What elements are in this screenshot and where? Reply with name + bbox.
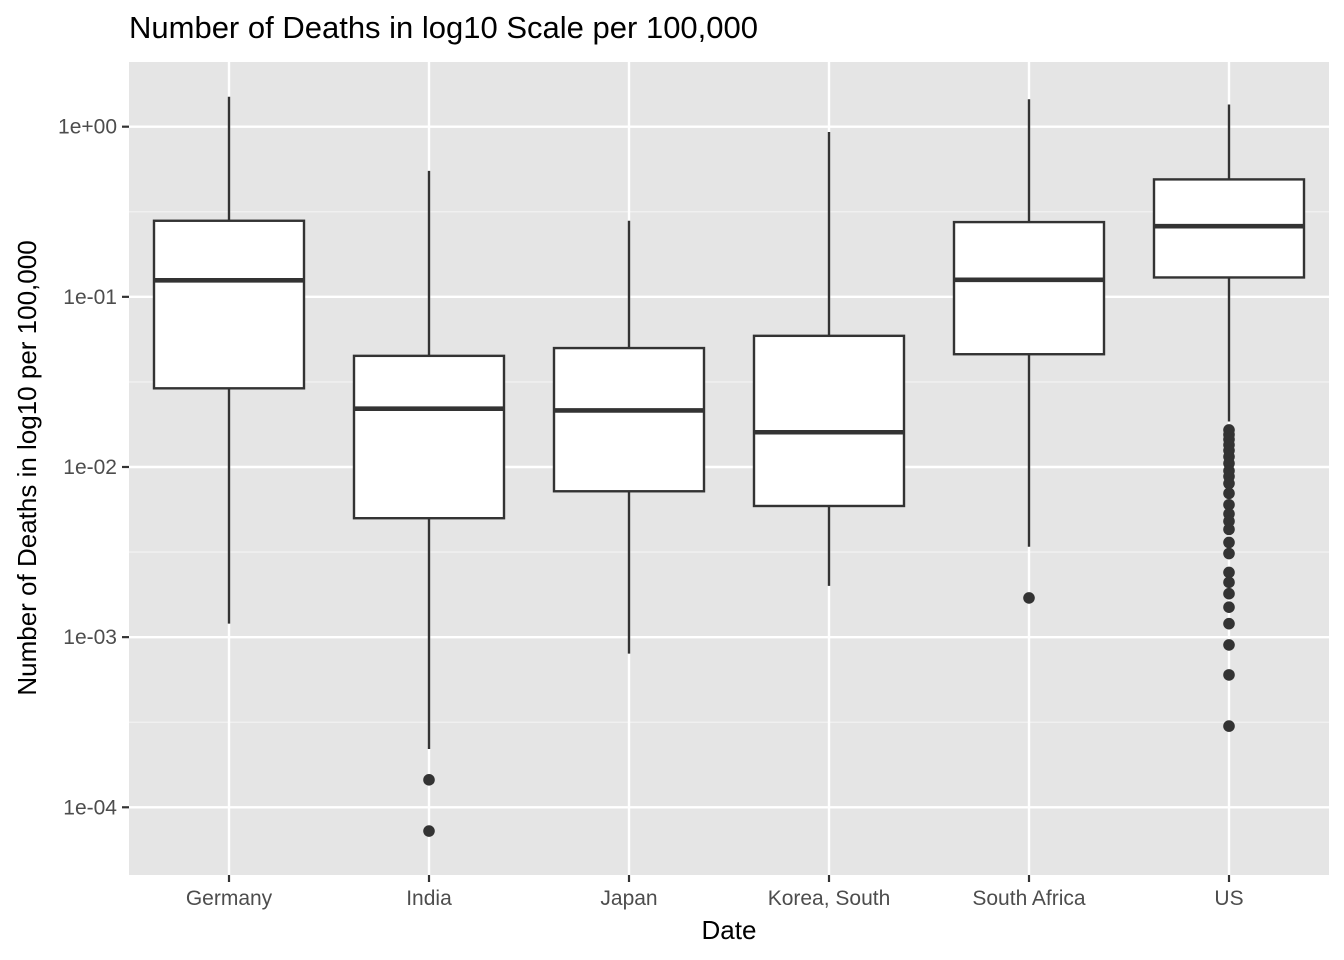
outlier-point [423,774,435,786]
box-germany [152,96,306,624]
outlier-point [1223,566,1235,579]
box-korea-south [752,132,906,586]
boxes-group [152,96,1306,837]
y-axis: 1e+00 1e-01 1e-02 1e-03 1e-04 [58,116,129,819]
outlier-point [423,825,435,837]
outlier-point [1223,536,1235,549]
outlier-point [1223,720,1235,732]
minor-gridlines [129,211,1329,723]
x-tick-label: Japan [600,887,657,910]
iqr-box [552,346,706,493]
outlier-point [1223,523,1235,536]
iqr-box [752,334,906,508]
y-tick-label: 1e-04 [63,796,117,819]
y-tick-label: 1e-03 [63,626,117,649]
iqr-box [952,220,1106,356]
x-tick-label: Germany [186,887,273,910]
x-tick-label: India [406,887,452,910]
y-tick-label: 1e-02 [63,456,117,479]
outlier-point [1223,669,1235,681]
box-south-africa [952,99,1106,604]
outlier-point [1023,592,1035,604]
y-tick-label: 1e+00 [58,116,117,139]
outlier-point [1223,601,1235,613]
x-axis: Germany India Japan Korea, South South Afric… [186,875,1244,910]
y-axis-title: Number of Deaths in log10 per 100,000 [12,240,42,695]
outlier-point [1223,515,1235,528]
x-tick-label: South Africa [972,887,1086,910]
outlier-point [1223,576,1235,589]
chart-title: Number of Deaths in log10 Scale per 100,… [129,10,758,45]
outlier-point [1223,498,1235,511]
x-tick-label: US [1214,887,1243,910]
box-us [1152,104,1306,732]
plot-panel [129,62,1329,875]
outlier-point [1223,617,1235,630]
outlier-point [1223,587,1235,600]
outlier-point [1223,487,1235,500]
x-axis-title: Date [702,915,757,945]
outlier-point [1223,477,1235,490]
y-tick-label: 1e-01 [63,286,117,309]
iqr-box [152,219,306,390]
box-japan [552,220,706,654]
outlier-point [1223,547,1235,560]
outlier-point [1223,639,1235,651]
box-india [352,170,506,837]
iqr-box [352,354,506,520]
x-tick-label: Korea, South [768,887,891,910]
